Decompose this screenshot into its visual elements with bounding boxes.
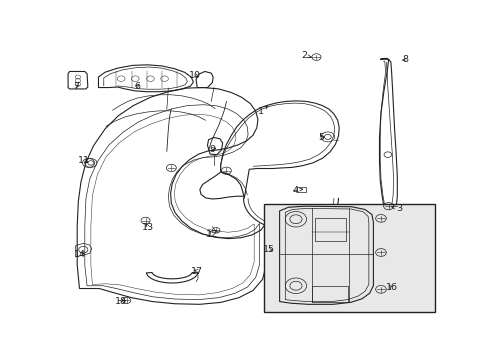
Bar <box>312 286 348 302</box>
Text: 5: 5 <box>318 133 324 142</box>
Text: 1: 1 <box>258 106 268 116</box>
Text: 17: 17 <box>191 266 203 275</box>
Text: 15: 15 <box>263 245 275 254</box>
Text: 11: 11 <box>78 156 90 165</box>
Text: 14: 14 <box>74 250 86 259</box>
Text: 16: 16 <box>386 283 397 292</box>
Text: 12: 12 <box>206 230 219 239</box>
Text: 8: 8 <box>402 55 408 64</box>
Text: 18: 18 <box>115 297 127 306</box>
Text: 7: 7 <box>74 82 79 91</box>
Text: 3: 3 <box>392 204 402 213</box>
Bar <box>265 204 435 312</box>
Bar <box>297 187 306 192</box>
Text: 10: 10 <box>189 71 201 80</box>
Text: 2: 2 <box>301 51 311 60</box>
Text: 9: 9 <box>209 145 216 154</box>
Text: 13: 13 <box>142 223 154 232</box>
Text: 4: 4 <box>293 186 303 195</box>
Text: 6: 6 <box>134 82 140 91</box>
